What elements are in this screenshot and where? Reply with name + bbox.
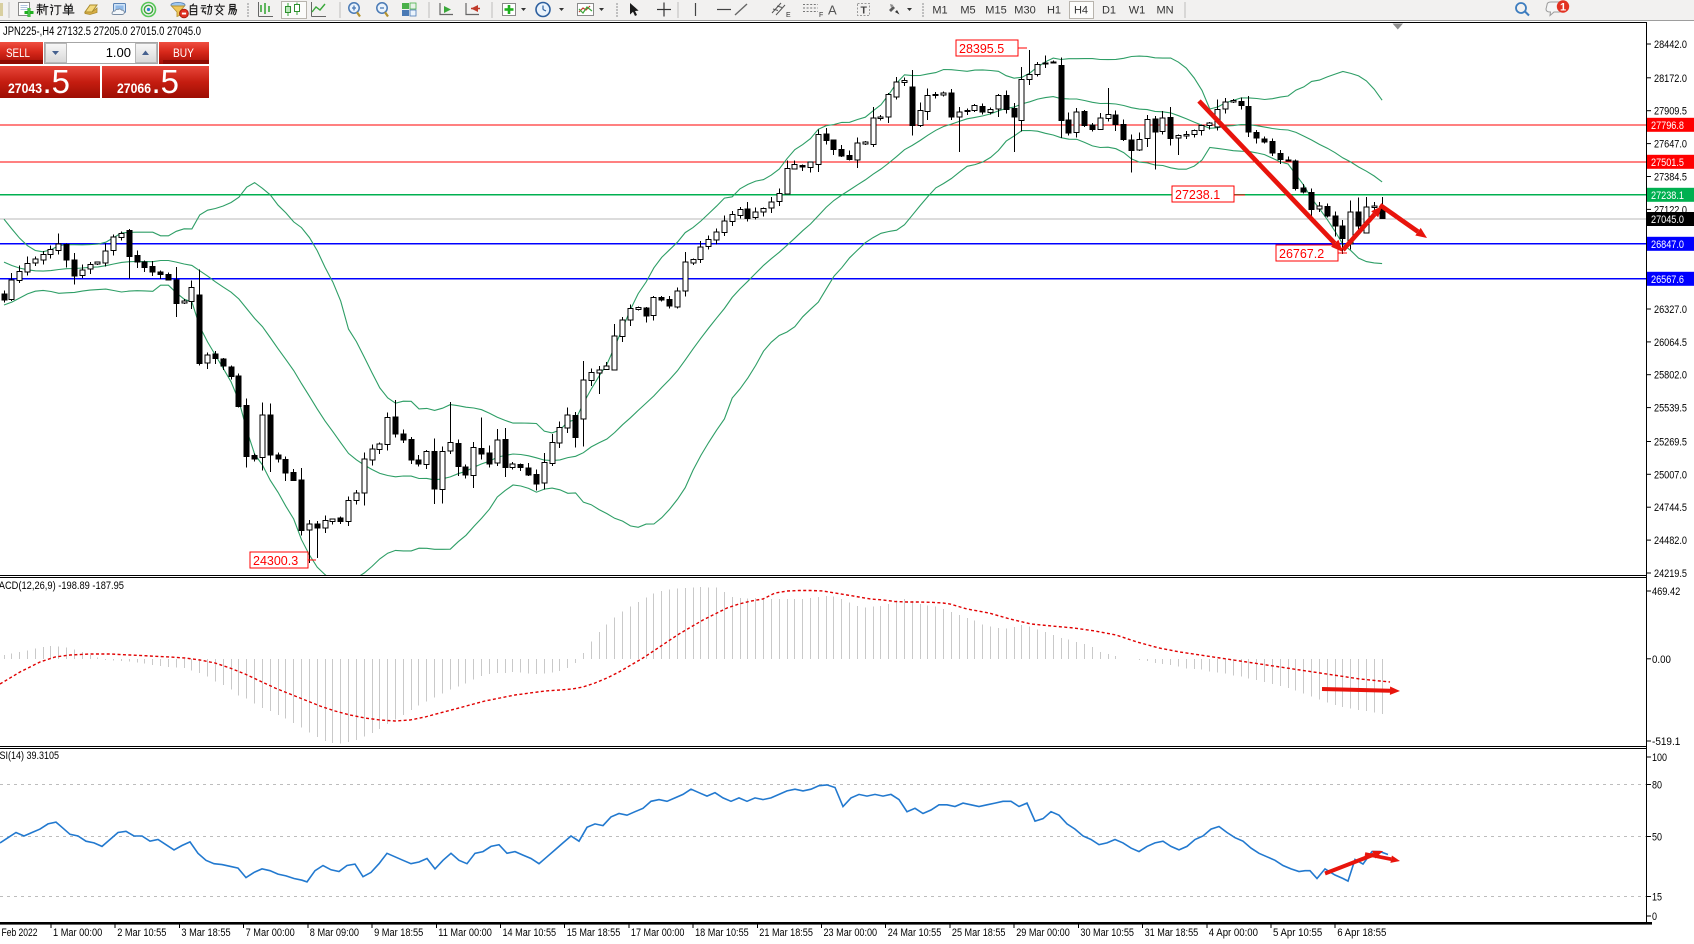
svg-text:31 Mar 18:55: 31 Mar 18:55: [1145, 927, 1199, 939]
svg-text:5 Apr 10:55: 5 Apr 10:55: [1273, 927, 1322, 939]
svg-text:H4: H4: [1074, 5, 1088, 17]
svg-text:F: F: [819, 12, 823, 19]
svg-text:100: 100: [1652, 752, 1667, 764]
svg-text:2 Mar 10:55: 2 Mar 10:55: [117, 927, 166, 939]
svg-text:27045.0: 27045.0: [1651, 214, 1684, 226]
svg-text:1.00: 1.00: [106, 45, 131, 60]
svg-text:T: T: [861, 5, 868, 17]
svg-text:Feb 2022: Feb 2022: [2, 927, 38, 939]
svg-text:11 Mar 00:00: 11 Mar 00:00: [438, 927, 492, 939]
svg-text:24 Mar 10:55: 24 Mar 10:55: [888, 927, 942, 939]
svg-text:27796.8: 27796.8: [1651, 120, 1684, 132]
svg-text:30 Mar 10:55: 30 Mar 10:55: [1080, 927, 1134, 939]
svg-text:26847.0: 26847.0: [1651, 239, 1684, 251]
svg-text:1 Mar 00:00: 1 Mar 00:00: [53, 927, 102, 939]
svg-text:27909.5: 27909.5: [1654, 106, 1687, 118]
svg-text:7 Mar 00:00: 7 Mar 00:00: [246, 927, 295, 939]
svg-text:26327.0: 26327.0: [1654, 304, 1687, 316]
svg-text:RSI(14) 39.3105: RSI(14) 39.3105: [0, 750, 59, 762]
svg-text:27384.5: 27384.5: [1654, 172, 1687, 184]
svg-text:H1: H1: [1047, 5, 1061, 17]
svg-text:BUY: BUY: [173, 48, 194, 60]
svg-text:.5: .5: [152, 63, 180, 100]
svg-text:28172.0: 28172.0: [1654, 73, 1687, 85]
svg-text:0.00: 0.00: [1652, 654, 1671, 666]
svg-text:24219.5: 24219.5: [1654, 568, 1687, 580]
svg-text:M1: M1: [932, 5, 947, 17]
svg-text:MACD(12,26,9) -198.89 -187.95: MACD(12,26,9) -198.89 -187.95: [0, 580, 124, 592]
svg-text:8 Mar 09:00: 8 Mar 09:00: [310, 927, 359, 939]
svg-text:1: 1: [1560, 2, 1566, 14]
svg-text:27238.1: 27238.1: [1175, 188, 1220, 202]
svg-text:27647.0: 27647.0: [1654, 139, 1687, 151]
svg-text:MN: MN: [1156, 5, 1173, 17]
svg-text:25 Mar 18:55: 25 Mar 18:55: [952, 927, 1006, 939]
svg-text:4 Apr 00:00: 4 Apr 00:00: [1209, 927, 1258, 939]
svg-text:6 Apr 18:55: 6 Apr 18:55: [1337, 927, 1386, 939]
svg-text:15: 15: [1652, 892, 1662, 904]
svg-text:E: E: [786, 12, 791, 19]
svg-text:JPN225-,H4 27132.5 27205.0 27: JPN225-,H4 27132.5 27205.0 27015.0 27045…: [3, 26, 201, 38]
svg-text:M5: M5: [960, 5, 975, 17]
svg-text:.5: .5: [43, 63, 71, 100]
svg-text:26567.6: 26567.6: [1651, 274, 1684, 286]
svg-text:25802.0: 25802.0: [1654, 370, 1687, 382]
svg-text:27043: 27043: [8, 81, 42, 96]
svg-text:W1: W1: [1129, 5, 1146, 17]
svg-text:469.42: 469.42: [1652, 586, 1680, 598]
svg-text:D1: D1: [1102, 5, 1116, 17]
svg-text:27501.5: 27501.5: [1651, 157, 1684, 169]
svg-text:80: 80: [1652, 780, 1662, 792]
svg-text:25269.5: 25269.5: [1654, 437, 1687, 449]
svg-text:-519.1: -519.1: [1652, 736, 1680, 748]
svg-text:50: 50: [1652, 832, 1662, 844]
svg-text:17 Mar 00:00: 17 Mar 00:00: [631, 927, 685, 939]
svg-text:24300.3: 24300.3: [253, 554, 298, 568]
svg-text:25539.5: 25539.5: [1654, 403, 1687, 415]
svg-text:M30: M30: [1014, 5, 1035, 17]
svg-text:A: A: [828, 3, 837, 18]
svg-text:3 Mar 18:55: 3 Mar 18:55: [181, 927, 230, 939]
svg-text:SELL: SELL: [6, 48, 31, 60]
svg-text:18 Mar 10:55: 18 Mar 10:55: [695, 927, 749, 939]
svg-text:14 Mar 10:55: 14 Mar 10:55: [503, 927, 557, 939]
svg-text:29 Mar 00:00: 29 Mar 00:00: [1016, 927, 1070, 939]
svg-text:25007.0: 25007.0: [1654, 469, 1687, 481]
svg-text:27066: 27066: [117, 81, 151, 96]
svg-text:M15: M15: [985, 5, 1006, 17]
svg-text:26064.5: 26064.5: [1654, 337, 1687, 349]
svg-text:15 Mar 18:55: 15 Mar 18:55: [567, 927, 621, 939]
svg-text:23 Mar 00:00: 23 Mar 00:00: [824, 927, 878, 939]
svg-text:0: 0: [1652, 911, 1657, 923]
svg-text:28442.0: 28442.0: [1654, 39, 1687, 51]
svg-text:24744.5: 24744.5: [1654, 502, 1687, 514]
svg-text:24482.0: 24482.0: [1654, 535, 1687, 547]
svg-text:26767.2: 26767.2: [1279, 247, 1324, 261]
svg-text:28395.5: 28395.5: [959, 42, 1004, 56]
svg-text:27238.1: 27238.1: [1651, 190, 1684, 202]
svg-text:9 Mar 18:55: 9 Mar 18:55: [374, 927, 423, 939]
svg-text:21 Mar 18:55: 21 Mar 18:55: [759, 927, 813, 939]
